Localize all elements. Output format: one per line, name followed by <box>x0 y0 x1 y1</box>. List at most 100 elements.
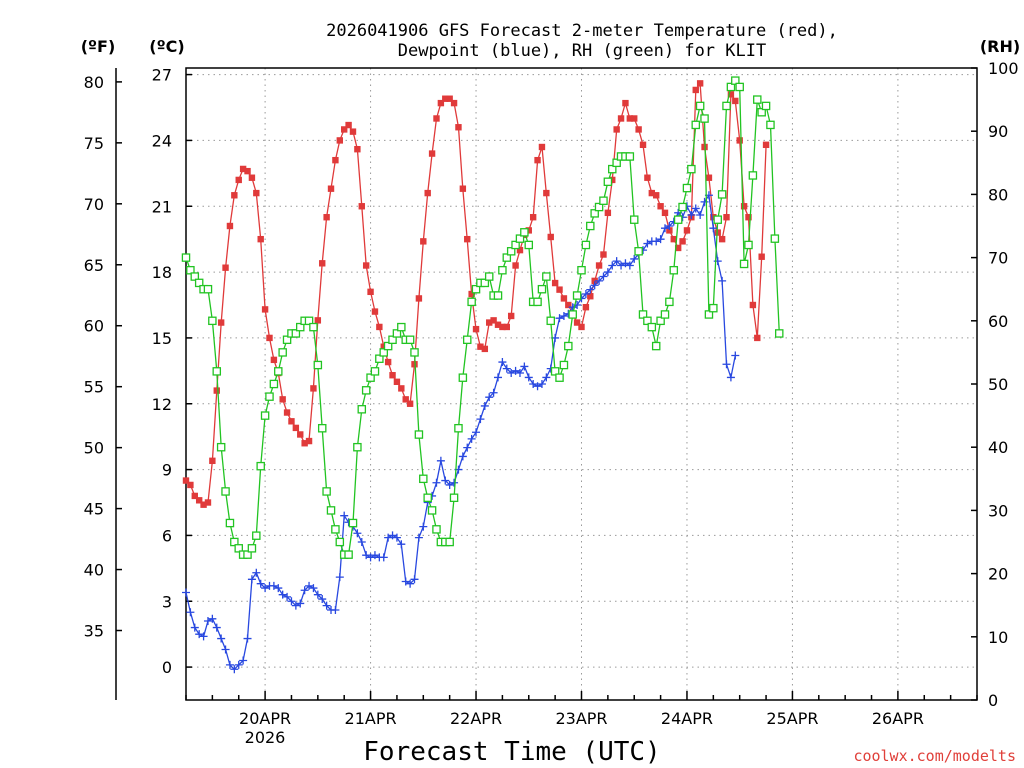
f-tick-label: 80 <box>84 73 104 92</box>
temperature-point <box>213 387 220 394</box>
rh-point <box>419 474 428 484</box>
temperature-point <box>683 227 691 234</box>
rh-point <box>775 329 784 338</box>
dewpoint-point <box>370 551 379 560</box>
rh-point <box>511 240 520 250</box>
dewpoint-point <box>643 239 652 248</box>
c-tick-label: 0 <box>162 658 172 677</box>
dewpoint-point <box>595 276 604 285</box>
rh-point <box>317 423 327 433</box>
temperature-point <box>639 141 647 149</box>
x-tick-label: 22APR <box>450 709 502 728</box>
dewpoint-point <box>331 606 340 615</box>
dewpoint-point <box>656 235 665 244</box>
rh-point <box>397 322 406 332</box>
rh-point <box>608 164 617 174</box>
c-tick-label: 15 <box>152 329 172 348</box>
dewpoint-point <box>278 590 287 599</box>
temperature-point <box>714 229 721 236</box>
temperature-point <box>261 306 269 313</box>
temperature-point <box>323 214 330 221</box>
rh-point <box>449 493 459 503</box>
temperature-point <box>718 235 726 243</box>
rh-point <box>458 373 468 382</box>
temperature-point <box>644 174 651 181</box>
rh-point <box>568 310 577 319</box>
temperature-point <box>222 264 229 271</box>
temperature-point <box>182 477 190 484</box>
rh-point <box>594 202 604 212</box>
dewpoint-point <box>599 272 608 281</box>
c-tick-label: 18 <box>152 263 172 282</box>
temperature-point <box>758 253 765 260</box>
x-axis: 20APR 21APR 22APR 23APR 24APR 25APR 26APR <box>185 691 978 728</box>
dewpoint-point <box>335 573 344 582</box>
dewpoint-point <box>221 645 230 654</box>
celsius-axis: 0 3 6 9 12 15 18 21 24 27 <box>152 66 192 677</box>
rh-point <box>660 310 670 319</box>
dewpoint-point <box>261 584 270 593</box>
dewpoint-point <box>494 373 503 382</box>
dewpoint-point <box>441 476 450 485</box>
temperature-point <box>587 293 594 300</box>
temperature-point <box>631 115 638 122</box>
dewpoint-point <box>608 261 617 270</box>
dewpoint-point <box>239 656 248 665</box>
dewpoint-point <box>247 575 256 584</box>
dewpoint-point <box>182 588 190 597</box>
rh-axis: 0 10 20 30 40 50 60 70 80 90 100 <box>971 59 1019 710</box>
rh-point <box>383 341 393 351</box>
rh-point <box>326 506 336 515</box>
dewpoint-point <box>586 285 595 294</box>
rh-point <box>269 379 279 389</box>
dewpoint-point <box>502 364 511 373</box>
rh-point <box>572 291 582 300</box>
temperature-point <box>420 238 427 245</box>
rh-point <box>247 544 257 553</box>
temperature-point <box>529 214 537 221</box>
temperature-point <box>661 209 669 217</box>
rh-point <box>717 190 727 199</box>
rh-point <box>480 278 490 288</box>
rh-point <box>744 240 753 250</box>
dewpoint-point <box>617 261 626 270</box>
x-tick-label: 26APR <box>872 709 924 728</box>
temperature-point <box>253 189 260 197</box>
rh-point <box>612 158 621 168</box>
dewpoint-point <box>322 601 331 610</box>
rh-point <box>366 373 375 382</box>
rh-point <box>656 316 665 326</box>
rh-point <box>304 316 314 326</box>
rh-point <box>559 360 569 370</box>
x-tick-label: 25APR <box>766 709 818 728</box>
dewpoint-point <box>291 601 300 610</box>
temperature-point <box>393 378 401 386</box>
dewpoint-point <box>718 276 727 285</box>
rh-point <box>555 373 564 382</box>
temperature-point <box>191 492 198 500</box>
rh-point <box>331 525 340 534</box>
fahrenheit-axis: 35 40 45 50 55 60 65 70 75 80 <box>84 73 122 641</box>
rh-point <box>357 405 367 414</box>
dewpoint-point <box>274 584 283 593</box>
rh-tick-label: 60 <box>988 312 1008 331</box>
rh-point <box>282 335 292 345</box>
rh-point <box>291 329 301 338</box>
temperature-point <box>481 345 489 353</box>
rh-point <box>348 518 358 528</box>
temperature-point <box>696 80 704 87</box>
rh-point <box>230 537 239 547</box>
rh-point <box>691 120 701 130</box>
c-tick-label: 27 <box>152 66 172 85</box>
f-tick-label: 35 <box>84 622 104 641</box>
temperature-point <box>235 176 242 184</box>
temperature-point <box>538 143 546 151</box>
dewpoint-point <box>366 553 375 562</box>
dewpoint-point <box>287 597 296 606</box>
temperature-point <box>622 99 629 107</box>
temperature-point <box>754 334 761 342</box>
rh-point <box>586 221 595 231</box>
rh-point <box>225 518 235 528</box>
rh-point <box>722 101 731 111</box>
rh-point <box>709 303 718 313</box>
